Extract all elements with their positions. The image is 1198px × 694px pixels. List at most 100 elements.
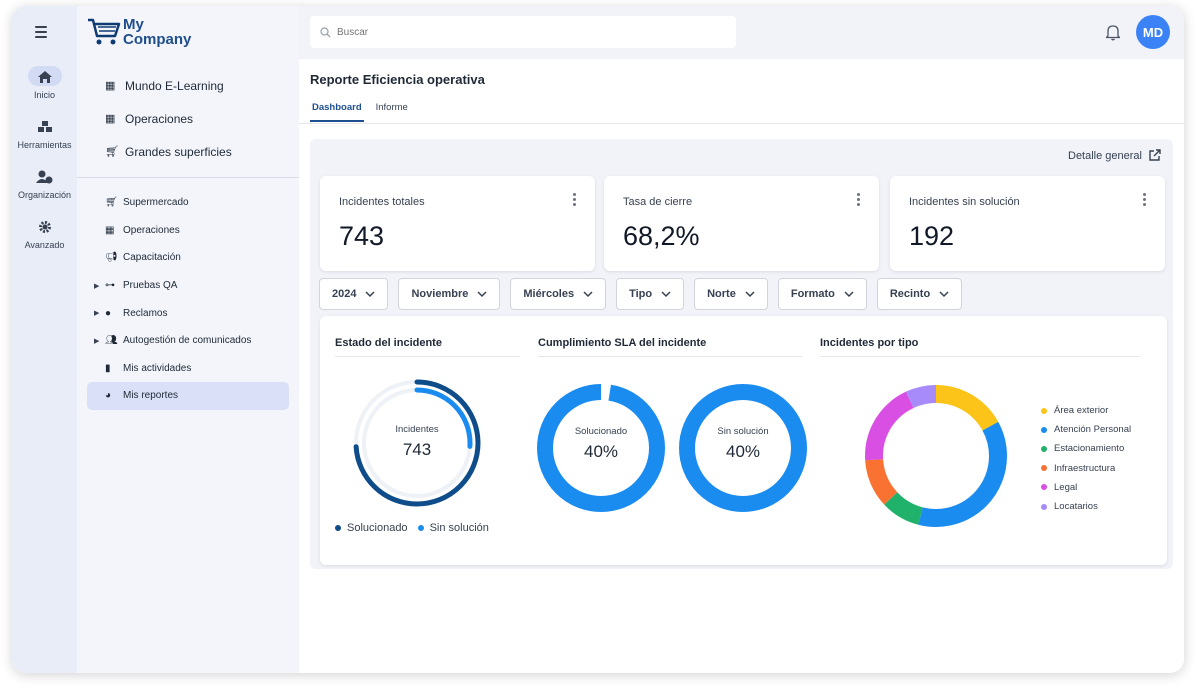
sidebar-item-label: Mis actividades — [123, 362, 192, 374]
sidebar-item-pruebas-qa[interactable]: ▶ ⊶ Pruebas QA — [77, 272, 299, 300]
home-icon — [27, 66, 62, 86]
sidebar-item-label: Reclamos — [123, 307, 168, 319]
sla-gauge-label: Sin solución — [717, 426, 769, 437]
sidebar-item-mis-actividades[interactable]: ▮ Mis actividades — [77, 355, 299, 383]
kebab-menu-icon[interactable] — [1141, 192, 1147, 208]
sla-gauge-value: 40% — [583, 442, 619, 461]
detalle-general-link[interactable]: Detalle general — [1068, 149, 1161, 162]
filter-formato[interactable]: Formato — [777, 278, 867, 310]
sla-gauge-value: 40% — [725, 442, 761, 461]
tabs-divider — [299, 123, 1184, 124]
bell-icon[interactable] — [1105, 23, 1121, 41]
sidebar-item-mis-reportes[interactable]: ◕ Mis reportes — [87, 382, 289, 410]
building-icon: ▦ — [105, 80, 116, 92]
filter-year[interactable]: 2024 — [319, 278, 389, 310]
kpi-card-incidentes-totales: Incidentes totales 743 — [320, 176, 595, 271]
kebab-menu-icon[interactable] — [855, 192, 861, 208]
filter-label: Tipo — [629, 288, 653, 300]
estado-legend: Solucionado Sin solución — [335, 522, 499, 534]
filter-label: Noviembre — [411, 288, 469, 300]
page-title: Reporte Eficiencia operativa — [310, 72, 485, 87]
network-icon: ⊶ — [105, 280, 115, 292]
external-link-icon — [1149, 149, 1161, 161]
chevron-down-icon — [661, 291, 671, 298]
search-box[interactable] — [310, 16, 736, 48]
sla-title: Cumplimiento SLA del incidente — [538, 337, 802, 357]
kpi-label: Incidentes sin solución — [909, 196, 1020, 208]
tipo-donut — [865, 385, 1007, 527]
face-icon: ● — [105, 307, 112, 319]
sidebar-item-grandes-superficies[interactable]: 🛒︎ Grandes superficies — [77, 135, 299, 168]
legend-label: Solucionado — [347, 522, 408, 534]
legend-sin-solucion: Sin solución — [417, 522, 489, 534]
estado-center-value: 743 — [402, 440, 432, 459]
sidebar: My Company ▦ Mundo E-Learning ▦ Operacio… — [77, 6, 299, 673]
tipo-legend: Área exterior Atención Personal Estacion… — [1041, 401, 1131, 516]
expand-caret-icon[interactable]: ▶ — [94, 282, 100, 290]
rail-item-inicio[interactable]: Inicio — [12, 66, 77, 100]
kpi-card-tasa-de-cierre: Tasa de cierre 68,2% — [604, 176, 879, 271]
cart-icon: 🛒︎ — [105, 197, 118, 209]
chevron-down-icon — [844, 291, 854, 298]
sidebar-item-label: Mis reportes — [123, 390, 179, 402]
filter-day[interactable]: Miércoles — [510, 278, 607, 310]
sidebar-item-supermercado[interactable]: 🛒︎ Supermercado — [77, 189, 299, 217]
organization-icon — [28, 166, 62, 186]
company-name-line1: My — [123, 16, 144, 33]
rail-item-herramientas[interactable]: Herramientas — [12, 116, 77, 150]
filter-month[interactable]: Noviembre — [398, 278, 501, 310]
estado-center: Incidentes 743 — [377, 424, 457, 460]
kpi-card-incidentes-sin-solucion: Incidentes sin solución 192 — [890, 176, 1165, 271]
sidebar-item-autogestion[interactable]: ▶ 👥︎ Autogestión de comunicados — [77, 327, 299, 355]
legend-legal: Legal — [1041, 478, 1131, 497]
sidebar-item-label: Autogestión de comunicados — [123, 335, 252, 347]
legend-label: Atención Personal — [1054, 424, 1132, 436]
sidebar-item-capacitacion[interactable]: 📢︎ Capacitación — [77, 244, 299, 272]
kpi-value: 192 — [909, 221, 955, 251]
sidebar-item-operaciones-sub[interactable]: ▦ Operaciones — [77, 217, 299, 245]
company-logo[interactable]: My Company — [87, 15, 191, 49]
rail-item-organizacion[interactable]: Organización — [12, 166, 77, 200]
filter-region[interactable]: Norte — [694, 278, 768, 310]
expand-caret-icon[interactable]: ▶ — [94, 310, 100, 318]
legend-label: Locatarios — [1054, 501, 1098, 513]
company-name-line2: Company — [123, 31, 192, 48]
filter-label: Recinto — [889, 288, 931, 300]
tab-dashboard[interactable]: Dashboard — [310, 99, 364, 122]
chevron-down-icon — [365, 291, 376, 298]
rail-label: Avanzado — [24, 240, 65, 250]
cart-icon: 🛒︎ — [105, 146, 119, 158]
filter-label: Formato — [790, 288, 835, 300]
estado-sin-solucion-arc — [361, 387, 473, 499]
main-content: Reporte Eficiencia operativa Dashboard I… — [299, 59, 1184, 673]
sidebar-item-label: Mundo E-Learning — [125, 78, 224, 93]
rail-label: Organización — [17, 190, 72, 200]
filter-recinto[interactable]: Recinto — [876, 278, 963, 310]
legend-estacionamiento: Estacionamiento — [1041, 439, 1131, 458]
user-avatar[interactable]: MD — [1136, 15, 1170, 49]
sidebar-item-mundo-elearning[interactable]: ▦ Mundo E-Learning — [77, 69, 299, 102]
kpi-value: 68,2% — [623, 221, 700, 251]
cart-logo-icon — [88, 18, 121, 45]
tab-informe[interactable]: Informe — [375, 102, 408, 113]
rail-item-avanzado[interactable]: Avanzado — [12, 216, 77, 250]
filter-tipo[interactable]: Tipo — [616, 278, 685, 310]
legend-area-exterior: Área exterior — [1041, 401, 1131, 420]
sidebar-item-operaciones[interactable]: ▦ Operaciones — [77, 102, 299, 135]
chevron-down-icon — [583, 291, 593, 298]
legend-dot — [335, 525, 341, 531]
sidebar-divider — [77, 177, 299, 178]
sidebar-item-label: Grandes superficies — [125, 144, 232, 159]
search-icon — [320, 26, 331, 37]
search-input[interactable] — [337, 26, 717, 38]
tipo-slice-5 — [865, 385, 1007, 527]
expand-caret-icon[interactable]: ▶ — [94, 337, 100, 345]
sla-center-sin-solucion: Sin solución 40% — [703, 426, 783, 462]
tab-bar: Dashboard Informe — [310, 99, 420, 122]
kebab-menu-icon[interactable] — [571, 192, 577, 208]
tools-icon — [28, 116, 62, 136]
menu-icon[interactable] — [32, 23, 56, 41]
sidebar-item-reclamos[interactable]: ▶ ● Reclamos — [77, 299, 299, 327]
sla-gauge-sin-solucion — [679, 384, 807, 512]
rail-label: Herramientas — [17, 140, 72, 150]
